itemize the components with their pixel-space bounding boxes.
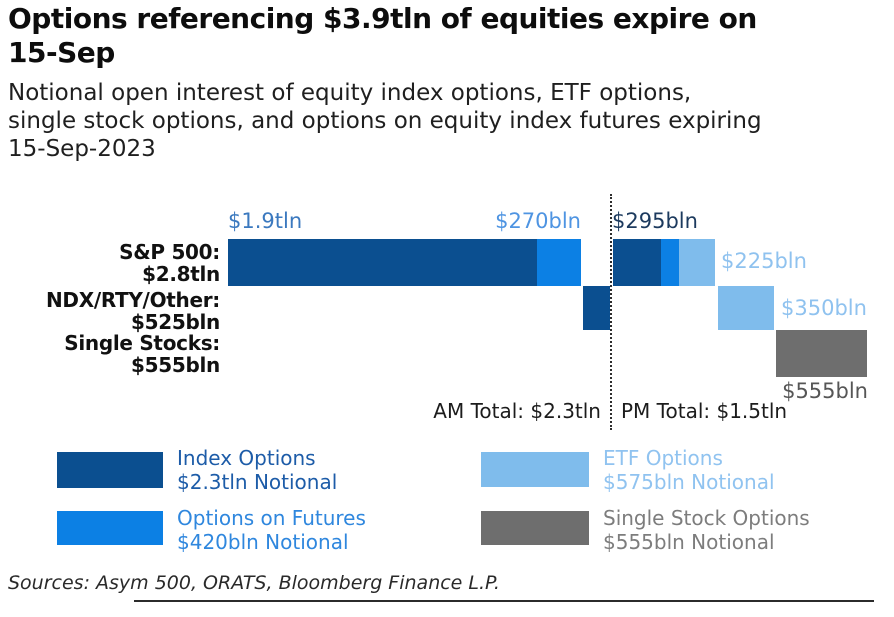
bar-segment: [660, 239, 679, 286]
bar-segment: [678, 239, 716, 286]
value-label: $1.9tln: [228, 209, 303, 233]
bar-segment: [583, 286, 610, 330]
bar-segment: [717, 286, 775, 330]
value-label: $350bln: [781, 296, 867, 320]
am-total-label: AM Total: $2.3tln: [433, 399, 601, 423]
chart-subtitle: Notional open interest of equity index o…: [8, 80, 762, 162]
bar-segment: [776, 330, 867, 377]
row-label: NDX/RTY/Other: $525bln: [45, 288, 220, 334]
footer-rule: [134, 600, 874, 602]
session-divider-line: [610, 194, 612, 430]
bar-segment: [537, 239, 582, 286]
sources-text: Sources: Asym 500, ORATS, Bloomberg Fina…: [8, 572, 500, 594]
value-label: $270bln: [495, 209, 581, 233]
row-label: S&P 500: $2.8tln: [119, 240, 220, 286]
pm-total-label: PM Total: $1.5tln: [621, 399, 788, 423]
row-label: Single Stocks: $555bln: [64, 331, 220, 377]
value-label: $555bln: [782, 379, 868, 403]
value-label: $295bln: [612, 209, 698, 233]
bar-segment: [613, 239, 661, 286]
bar-segment: [228, 239, 538, 286]
value-label: $225bln: [721, 249, 807, 273]
chart-title: Options referencing $3.9tln of equities …: [8, 2, 757, 69]
